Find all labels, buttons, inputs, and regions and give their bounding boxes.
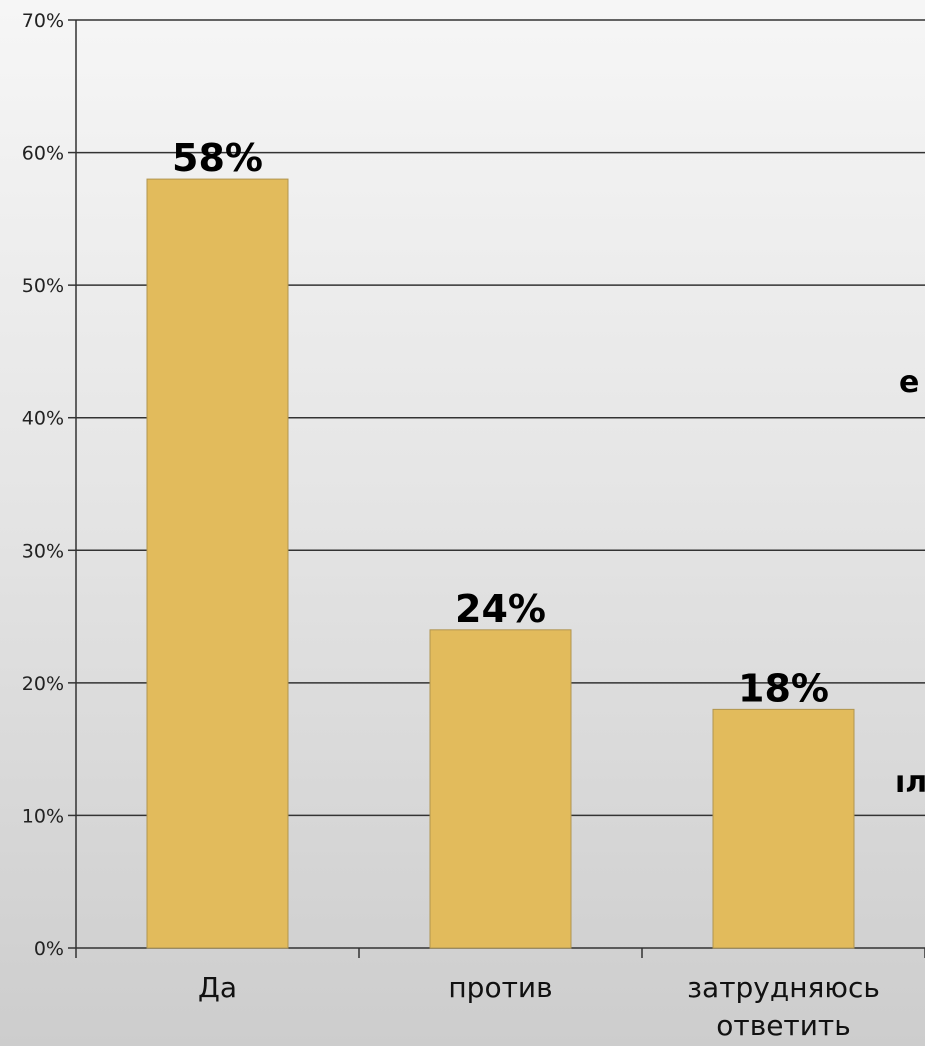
bars xyxy=(146,178,855,949)
bar xyxy=(146,178,289,949)
y-tick-label: 30% xyxy=(22,540,64,562)
y-tick-label: 60% xyxy=(22,143,64,165)
y-tick-label: 10% xyxy=(22,805,64,827)
y-tick-label: 20% xyxy=(22,673,64,695)
data-label: 58% xyxy=(172,136,263,180)
x-category-label: Да xyxy=(198,971,237,1004)
cropped-text-lower: ıл xyxy=(895,765,925,800)
y-tick-label: 40% xyxy=(22,408,64,430)
category-labels: Да против затрудняюсь ответить xyxy=(198,971,880,1042)
y-tick-label: 0% xyxy=(34,938,64,960)
y-tick-label: 70% xyxy=(22,10,64,32)
cropped-text-fragments: е ıл xyxy=(895,365,925,800)
data-label: 24% xyxy=(455,587,546,631)
data-labels: 58% 24% 18% xyxy=(172,136,829,710)
bar xyxy=(429,629,572,949)
x-category-label: ответить xyxy=(716,1009,851,1042)
cropped-text-upper: е xyxy=(899,365,919,400)
x-category-label: затрудняюсь xyxy=(687,971,880,1004)
bar xyxy=(712,708,855,949)
x-category-label: против xyxy=(448,971,552,1004)
data-label: 18% xyxy=(738,666,829,710)
y-tick-label: 50% xyxy=(22,275,64,297)
